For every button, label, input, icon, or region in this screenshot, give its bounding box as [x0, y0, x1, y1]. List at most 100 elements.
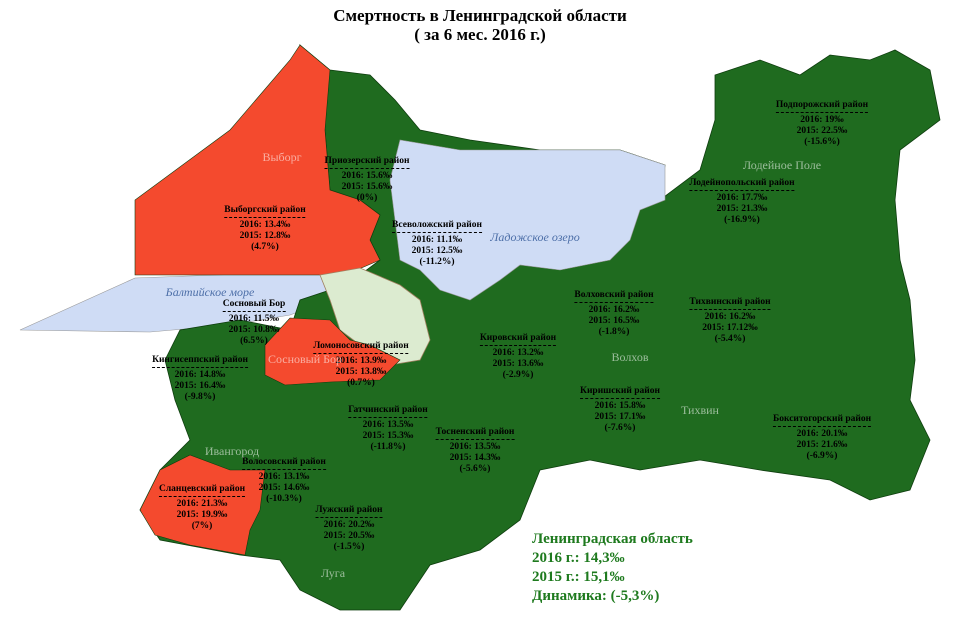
place-label: Луга	[320, 566, 346, 580]
region-label: Волховский район 2016: 16.2‰ 2015: 16.5‰ (-…	[574, 290, 654, 338]
summary: Ленинградская область 2016 г.: 14,3‰ 201…	[532, 530, 693, 606]
rate-2016: 2016: 16.2‰	[588, 305, 640, 315]
rate-2015: 2015: 19.9‰	[176, 510, 228, 520]
rate-change: (0%)	[356, 193, 378, 203]
rate-change: (4.7%)	[251, 242, 279, 252]
rate-2015: 2015: 14.3‰	[449, 453, 501, 463]
rate-2016: 2016: 19‰	[800, 115, 844, 125]
rate-2015: 2015: 10.8‰	[228, 325, 280, 335]
rate-2015: 2015: 17.1‰	[594, 412, 646, 422]
rate-change: (-16.9%)	[724, 215, 760, 225]
region-name: Лодейнопольский район	[689, 178, 795, 191]
summary-change: Динамика: (-5,3%)	[532, 588, 660, 604]
region-label: Тосненский район 2016: 13.5‰ 2015: 14.3‰ (-…	[435, 427, 515, 475]
place-label: Балтийское море	[165, 285, 255, 299]
rate-2016: 2016: 16.2‰	[704, 312, 756, 322]
summary-2016: 2016 г.: 14,3‰	[532, 550, 625, 566]
place-label: Тихвин	[681, 403, 719, 417]
rate-2016: 2016: 13.2‰	[492, 348, 544, 358]
region-name: Сосновый Бор	[222, 299, 286, 312]
rate-change: (-1.8%)	[598, 327, 630, 337]
rate-2015: 2015: 22.5‰	[796, 126, 848, 136]
region-label: Сосновый Бор 2016: 11.5‰ 2015: 10.8‰ (6.5%)	[222, 299, 286, 347]
lake-ladoga	[389, 139, 666, 301]
rate-2015: 2015: 13.6‰	[492, 359, 544, 369]
rate-change: (-15.6%)	[804, 137, 840, 147]
region-label: Тихвинский район 2016: 16.2‰ 2015: 17.12‰(…	[689, 297, 771, 345]
rate-change: (6.5%)	[240, 336, 268, 346]
region-name: Тихвинский район	[689, 297, 771, 310]
place-label: Выборг	[262, 150, 302, 164]
place-label: Сосновый Бор	[267, 352, 343, 366]
rate-change: (-2.9%)	[502, 370, 534, 380]
region-name: Сланцевский район	[158, 484, 246, 497]
region-name: Гатчинский район	[348, 405, 428, 418]
rate-2015: 2015: 16.4‰	[174, 381, 226, 391]
region-label: Лодейнопольский район 2016: 17.7‰ 2015: 21…	[689, 178, 795, 226]
place-label: Ладожское озеро	[490, 230, 580, 244]
rate-change: (-9.8%)	[184, 392, 216, 402]
rate-2016: 2016: 20.2‰	[323, 520, 375, 530]
rate-change: (-1.5%)	[333, 542, 365, 552]
region-name: Кингисеппский район	[152, 355, 248, 368]
summary-title: Ленинградская область	[532, 531, 693, 547]
summary-2015: 2015 г.: 15,1‰	[532, 569, 625, 585]
region-name: Киришский район	[580, 386, 660, 399]
region-label: Выборгский район 2016: 13.4‰ 2015: 12.8‰ (4…	[224, 205, 306, 253]
place-label: Ивангород	[204, 444, 260, 458]
rate-change: (-6.9%)	[806, 451, 838, 461]
rate-change: (-11.2%)	[419, 257, 455, 267]
region-name: Бокситогорский район	[772, 414, 872, 427]
region-name: Лужский район	[315, 505, 383, 518]
region-label: Сланцевский район 2016: 21.3‰ 2015: 19.9‰(…	[158, 484, 246, 532]
region-label: Киришский район 2016: 15.8‰ 2015: 17.1‰ (-7…	[580, 386, 660, 434]
rate-2016: 2016: 13.4‰	[239, 220, 291, 230]
rate-2015: 2015: 15.6‰	[341, 182, 393, 192]
region-name: Всеволожский район	[392, 220, 482, 233]
rate-2016: 2016: 13.1‰	[258, 472, 310, 482]
rate-change: (-5.6%)	[459, 464, 491, 474]
title: Смертность в Ленинградской области	[333, 6, 627, 25]
region-slantsy-red	[139, 454, 266, 556]
rate-2015: 2015: 20.5‰	[323, 531, 375, 541]
region-label: Подпорожский район 2016: 19‰ 2015: 22.5‰ (-…	[775, 100, 869, 148]
rate-2015: 2015: 15.3‰	[362, 431, 414, 441]
rate-2016: 2016: 20.1‰	[796, 429, 848, 439]
rate-change: (0.7%)	[347, 378, 375, 388]
rate-2016: 2016: 11.5‰	[228, 314, 280, 324]
rate-change: (-7.6%)	[604, 423, 636, 433]
region-name: Волосовский район	[242, 457, 326, 470]
rate-2015: 2015: 21.3‰	[716, 204, 768, 214]
region-name: Кировский район	[479, 333, 557, 346]
place-label: Волхов	[611, 350, 649, 364]
region-vyborg-red	[134, 44, 381, 276]
rate-2016: 2016: 11.1‰	[411, 235, 463, 245]
rate-change: (-11.8%)	[370, 442, 406, 452]
subtitle: ( за 6 мес. 2016 г.)	[414, 25, 546, 44]
region-name: Тосненский район	[435, 427, 515, 440]
region-label: Ломоносовский район 2016: 13.9‰ 2015: 13.8…	[313, 341, 409, 389]
rate-change: (7%)	[191, 521, 213, 531]
rate-2015: 2015: 12.5‰	[411, 246, 463, 256]
region-label: Приозерский район 2016: 15.6‰ 2015: 15.6‰(…	[324, 156, 410, 204]
region-name: Волховский район	[574, 290, 654, 303]
place-label: Лодейное Поле	[742, 158, 822, 172]
region-label: Бокситогорский район 2016: 20.1‰ 2015: 21.…	[772, 414, 872, 462]
rate-2016: 2016: 14.8‰	[174, 370, 226, 380]
rate-2016: 2016: 13.9‰	[335, 356, 387, 366]
region-label: Лужский район 2016: 20.2‰ 2015: 20.5‰ (-1.5…	[315, 505, 383, 553]
rate-2016: 2016: 13.5‰	[449, 442, 501, 452]
rate-2016: 2016: 13.5‰	[362, 420, 414, 430]
region-name: Ломоносовский район	[313, 341, 409, 354]
region-name: Выборгский район	[224, 205, 306, 218]
rate-2015: 2015: 13.8‰	[335, 367, 387, 377]
rate-2016: 2016: 21.3‰	[176, 499, 228, 509]
rate-2016: 2016: 15.6‰	[341, 171, 393, 181]
rate-2016: 2016: 15.8‰	[594, 401, 646, 411]
rate-2015: 2015: 21.6‰	[796, 440, 848, 450]
region-lomonosov-red	[264, 317, 401, 386]
region-label: Всеволожский район 2016: 11.1‰ 2015: 12.5‰…	[392, 220, 482, 268]
rate-2015: 2015: 16.5‰	[588, 316, 640, 326]
